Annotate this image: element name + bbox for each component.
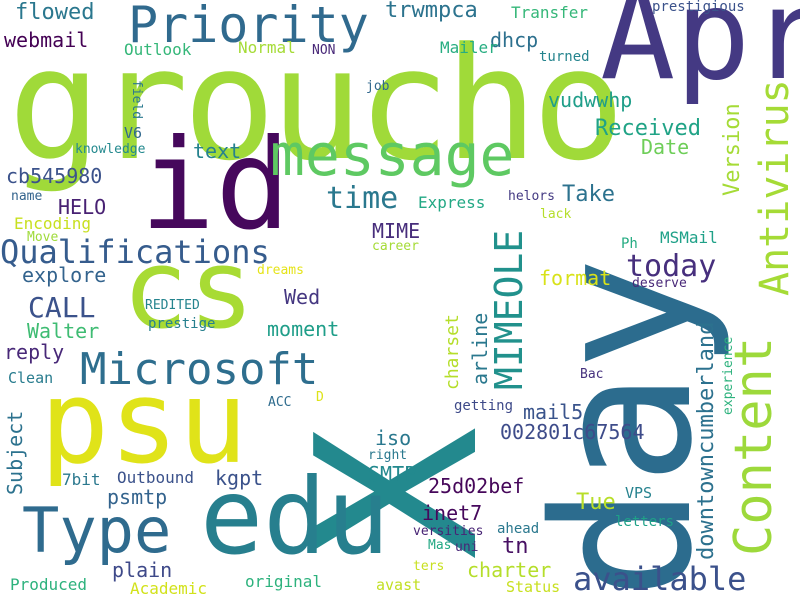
word-take: Take (562, 182, 615, 207)
word-academic: Academic (130, 579, 208, 598)
word-edu: edu (200, 456, 390, 578)
word-express: Express (418, 193, 486, 212)
word-25d02bef: 25d02bef (428, 474, 525, 498)
word-deserve: deserve (632, 276, 687, 291)
word-career: career (372, 239, 419, 254)
word-received: Received (595, 116, 701, 141)
word-helors: helors (508, 189, 555, 204)
word-today: today (626, 249, 717, 284)
word-psmtp: psmtp (107, 485, 168, 509)
word-call: CALL (28, 291, 96, 324)
word-mailer: Mailer (440, 38, 498, 57)
word-right: right (368, 448, 408, 463)
word-moment: moment (267, 317, 340, 341)
word-vudwwhp: vudwwhp (548, 88, 633, 112)
word-ters: ters (413, 559, 445, 574)
word-inet7: inet7 (422, 501, 483, 525)
word-002801c67564: 002801c67564 (500, 420, 645, 444)
word-turned: turned (539, 49, 590, 65)
word-knowledge: knowledge (75, 142, 146, 157)
word-job: job (366, 79, 390, 94)
word-apr: Apr (600, 0, 800, 108)
word-mimeole: MIMEOLE (487, 229, 531, 390)
word-version: Version (720, 103, 745, 196)
word-time: time (326, 181, 399, 216)
word-psu: psu (40, 356, 248, 490)
word-status: Status (506, 578, 561, 596)
word-message: message (270, 121, 515, 189)
word-explore: explore (22, 263, 107, 287)
word-ph: Ph (621, 236, 638, 252)
word-original: original (245, 572, 323, 591)
word-experience: experience (721, 336, 736, 415)
word-d: D (316, 390, 324, 405)
word-reply: reply (4, 340, 65, 364)
word-subject: Subject (3, 410, 27, 495)
word-versities: versities (413, 524, 484, 539)
word-smtp: SMTP (368, 462, 417, 486)
word-wed: Wed (284, 285, 321, 309)
word-priority: Priority (128, 0, 369, 54)
word-id: id (140, 113, 291, 258)
word-cs: cs (122, 225, 255, 353)
word-7bit: 7bit (62, 470, 101, 489)
word-normal: Normal (238, 38, 296, 57)
word-tn: tn (502, 534, 529, 559)
word-transfer: Transfer (511, 3, 589, 22)
word-redited: REDITED (145, 298, 200, 313)
word-trwmpca: trwmpca (385, 0, 478, 23)
word-prestigious: prestigious (652, 0, 745, 15)
word-downtowncumberland: downtowncumberland (694, 321, 719, 560)
word-getting: getting (454, 398, 514, 414)
word-dreams: dreams (257, 263, 304, 278)
word-msmail: MSMail (660, 228, 718, 247)
word-prestige: prestige (148, 316, 216, 332)
word-arline: arline (468, 312, 492, 385)
word-format: format (539, 266, 612, 290)
word-mas: Mas (428, 538, 452, 553)
word-move: Move (27, 230, 59, 245)
word-flowed: flowed (15, 0, 95, 25)
word-mime: MIME (372, 219, 421, 243)
word-available: available (573, 560, 747, 598)
word-bac: Bac (580, 367, 604, 382)
word-groucho: groucho (8, 14, 625, 195)
word-acc: ACC (268, 395, 292, 410)
word-date: Date (641, 135, 690, 159)
word-field: field (129, 80, 144, 120)
word-webmail: webmail (4, 28, 89, 52)
word-plain: plain (112, 558, 173, 582)
word-cb545980: cb545980 (6, 164, 103, 188)
word-lack: lack (540, 207, 572, 222)
word-letters: letters (615, 514, 675, 530)
word-clean: Clean (8, 369, 54, 387)
word-helo: HELO (58, 195, 107, 219)
word-qualifications: Qualifications (0, 233, 270, 271)
word-iso: iso (375, 426, 412, 450)
word-walter: Walter (27, 319, 100, 343)
word-tue: Tue (576, 490, 616, 515)
word-type: Type (22, 494, 172, 567)
word-mail5: mail5 (523, 400, 584, 424)
word-avast: avast (376, 576, 422, 594)
word-v6: V6 (124, 124, 143, 142)
word-outbound: Outbound (117, 468, 195, 487)
word-microsoft: Microsoft (80, 344, 319, 395)
word-ahead: ahead (497, 521, 540, 537)
word-outlook: Outlook (124, 40, 192, 59)
word-encoding: Encoding (14, 214, 92, 233)
word-charset: charset (442, 314, 463, 390)
word-produced: Produced (10, 575, 88, 594)
word-charter: charter (467, 558, 552, 582)
word-kgpt: kgpt (215, 466, 264, 490)
word-text: text (193, 139, 242, 163)
word-vps: VPS (625, 484, 653, 502)
word-antivirus: Antivirus (752, 79, 798, 296)
word-uni: uni (455, 540, 479, 555)
word-dhcp: dhcp (490, 28, 539, 52)
word-non: NON (312, 43, 336, 58)
word-name: name (11, 189, 43, 204)
